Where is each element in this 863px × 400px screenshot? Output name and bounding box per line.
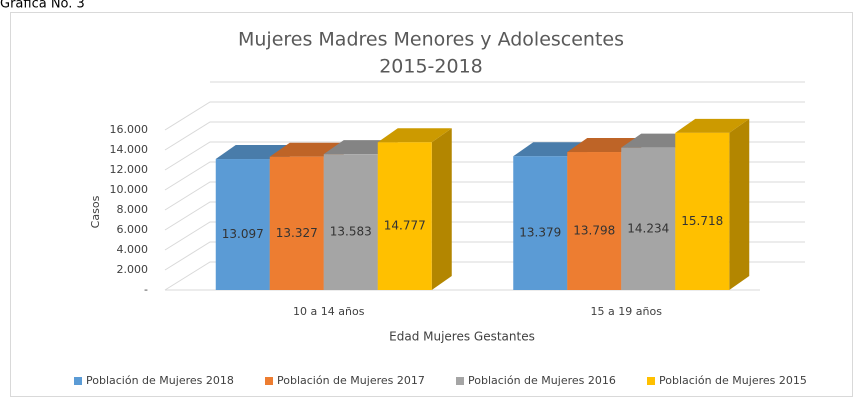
y-tick-label: 4.000	[117, 243, 149, 256]
bar-top	[675, 118, 750, 133]
legend-label: Población de Mujeres 2017	[277, 374, 425, 387]
bar	[675, 118, 750, 290]
y-tick-label: -	[144, 283, 148, 296]
chart-title: Mujeres Madres Menores y Adolescentes	[238, 29, 624, 51]
value-label: 15.718	[681, 214, 723, 228]
grid-line	[164, 121, 805, 151]
bar-front	[269, 156, 324, 290]
value-label: 14.234	[627, 221, 669, 235]
legend-label: Población de Mujeres 2016	[468, 374, 616, 387]
x-tick-label: 10 a 14 años	[293, 305, 365, 318]
value-label: 13.097	[222, 227, 264, 241]
legend-label: Población de Mujeres 2015	[659, 374, 807, 387]
bar-side	[729, 118, 750, 290]
value-label: 13.798	[573, 224, 615, 238]
legend-swatch	[265, 377, 273, 385]
bar-front	[215, 159, 270, 290]
bar-front	[675, 132, 730, 290]
y-tick-label: 2.000	[117, 263, 149, 276]
x-tick-label: 15 a 19 años	[591, 305, 663, 318]
legend-swatch	[74, 377, 82, 385]
y-tick-label: 16.000	[110, 123, 149, 136]
y-tick-label: 10.000	[110, 183, 149, 196]
y-tick-label: 8.000	[117, 203, 149, 216]
bar-front	[621, 147, 676, 290]
legend-label: Población de Mujeres 2018	[86, 374, 234, 387]
legend-swatch	[456, 377, 464, 385]
bar-front	[567, 152, 622, 290]
value-label: 13.379	[519, 226, 561, 240]
chart-subtitle: 2015-2018	[379, 56, 483, 78]
value-label: 13.327	[276, 226, 318, 240]
bar-side	[431, 128, 452, 290]
bar	[377, 128, 452, 290]
value-label: 13.583	[330, 225, 372, 239]
grid-line	[164, 101, 805, 131]
y-tick-label: 6.000	[117, 223, 149, 236]
bar-top	[215, 145, 290, 160]
y-tick-label: 12.000	[110, 163, 149, 176]
value-label: 14.777	[384, 219, 426, 233]
bar-front	[513, 156, 568, 290]
legend-swatch	[647, 377, 655, 385]
bar-front	[377, 142, 432, 290]
caption: Gráfica No. 3	[0, 0, 85, 12]
bar-top	[377, 128, 452, 143]
bar-front	[323, 154, 378, 290]
y-tick-label: 14.000	[110, 143, 149, 156]
y-axis-label: Casos	[89, 195, 102, 228]
x-axis-label: Edad Mujeres Gestantes	[389, 330, 535, 344]
